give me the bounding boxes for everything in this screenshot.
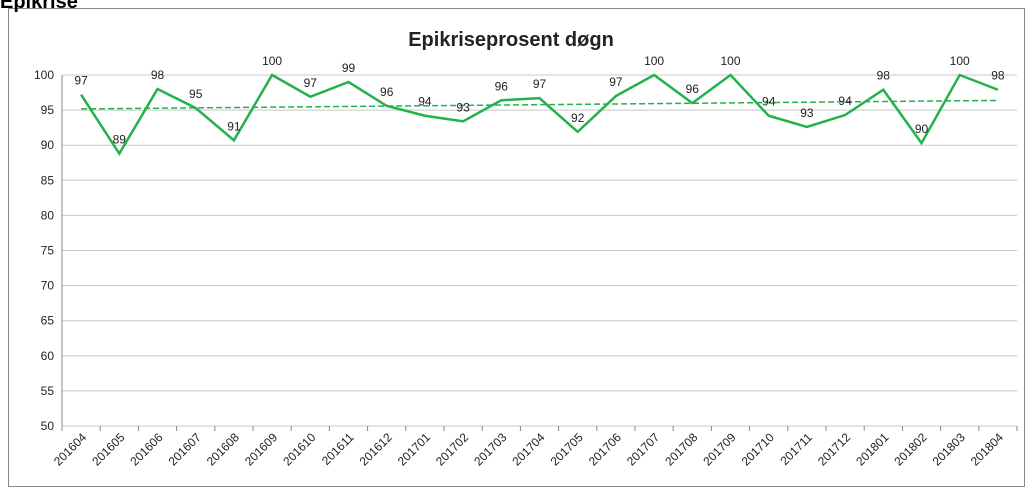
data-label: 94 (418, 95, 432, 109)
data-label: 94 (838, 94, 852, 108)
data-label: 97 (533, 77, 547, 91)
x-tick-label: 201705 (548, 430, 586, 468)
x-tick-label: 201610 (280, 430, 318, 468)
data-label: 98 (877, 69, 891, 83)
data-label: 98 (991, 69, 1005, 83)
data-label: 90 (915, 122, 929, 136)
x-tick-label: 201608 (204, 430, 242, 468)
x-tick-label: 201703 (471, 430, 509, 468)
data-label: 100 (262, 54, 282, 68)
page-header: Epikrise (0, 0, 78, 13)
data-line (80, 73, 999, 156)
x-tick-label: 201804 (968, 430, 1006, 468)
x-tick-label: 201712 (815, 430, 853, 468)
chart-frame (8, 8, 1025, 487)
data-label: 93 (800, 106, 814, 120)
y-tick-label: 85 (41, 173, 55, 187)
x-tick-label: 201606 (127, 430, 165, 468)
data-label: 97 (609, 75, 623, 89)
x-tick-label: 201702 (433, 430, 471, 468)
data-label: 92 (571, 111, 585, 125)
y-tick-label: 80 (41, 208, 55, 222)
y-tick-label: 90 (41, 138, 55, 152)
x-tick-label: 201707 (624, 430, 662, 468)
x-tick-label: 201708 (662, 430, 700, 468)
x-tick-label: 201701 (395, 430, 433, 468)
data-label: 100 (950, 54, 970, 68)
x-tick-label: 201704 (509, 430, 547, 468)
x-tick-label: 201607 (166, 430, 204, 468)
data-label: 97 (74, 74, 88, 88)
y-tick-label: 55 (41, 384, 55, 398)
x-tick-label: 201609 (242, 430, 280, 468)
x-tick-label: 201605 (89, 430, 127, 468)
x-tick-label: 201706 (586, 430, 624, 468)
data-label: 95 (189, 87, 203, 101)
data-label: 99 (342, 61, 356, 75)
data-label: 94 (762, 95, 776, 109)
x-tick-label: 201612 (357, 430, 395, 468)
y-tick-label: 95 (41, 103, 55, 117)
x-tick-label: 201801 (853, 430, 891, 468)
x-tick-label: 201611 (319, 430, 357, 468)
data-label: 93 (456, 100, 470, 114)
data-label: 98 (151, 68, 165, 82)
data-label: 97 (304, 76, 318, 90)
data-label: 96 (686, 82, 700, 96)
data-label: 89 (113, 133, 127, 147)
y-tick-label: 70 (41, 279, 55, 293)
chart-title: Epikriseprosent døgn (408, 29, 614, 51)
x-tick-label: 201604 (51, 430, 89, 468)
data-label: 96 (495, 79, 509, 93)
data-label: 100 (720, 54, 740, 68)
y-tick-label: 75 (41, 244, 55, 258)
y-tick-label: 50 (41, 419, 55, 433)
x-tick-label: 201709 (700, 430, 738, 468)
y-tick-label: 60 (41, 349, 55, 363)
data-label: 100 (644, 54, 664, 68)
x-tick-label: 201802 (891, 430, 929, 468)
data-label: 91 (227, 119, 241, 133)
y-tick-label: 65 (41, 314, 55, 328)
x-tick-label: 201711 (777, 430, 815, 468)
data-label: 96 (380, 85, 394, 99)
x-tick-label: 201710 (739, 430, 777, 468)
y-tick-label: 100 (34, 68, 54, 82)
x-tick-label: 201803 (930, 430, 968, 468)
